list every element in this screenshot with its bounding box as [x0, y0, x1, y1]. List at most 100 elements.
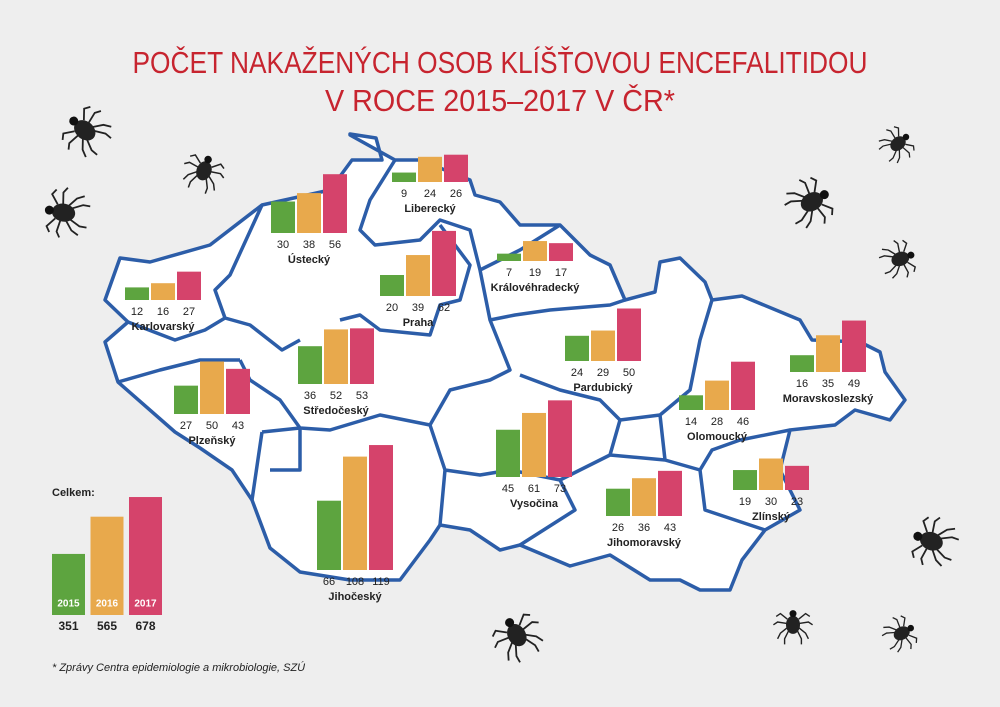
- region-name: Královéhradecký: [491, 282, 581, 294]
- year-label: 2015: [57, 599, 80, 610]
- bar: [548, 400, 572, 477]
- value-label: 62: [438, 302, 450, 314]
- value-label: 17: [555, 267, 567, 279]
- title-line: V ROCE 2015–2017 V ČR*: [325, 83, 675, 118]
- bar: [591, 330, 615, 361]
- value-label: 35: [822, 378, 834, 390]
- bar: [565, 335, 589, 361]
- value-label: 16: [157, 306, 169, 318]
- bar: [350, 328, 374, 384]
- value-label: 9: [401, 188, 407, 200]
- region-name: Vysočina: [510, 498, 559, 510]
- bar: [816, 335, 840, 372]
- value-label: 73: [554, 483, 566, 495]
- bar: [705, 380, 729, 410]
- bar: [271, 201, 295, 233]
- bar: [323, 174, 347, 233]
- value-label: 45: [502, 483, 514, 495]
- bar: [343, 456, 367, 570]
- bar: [759, 458, 783, 490]
- value-label: 56: [329, 239, 341, 251]
- bar: [790, 355, 814, 372]
- value-label: 49: [848, 378, 860, 390]
- bar: [200, 361, 224, 414]
- value-label: 27: [183, 306, 195, 318]
- bar: [632, 478, 656, 516]
- bar: [298, 346, 322, 384]
- bar: [549, 243, 573, 261]
- bar: [606, 488, 630, 516]
- bar: [522, 412, 546, 477]
- value-label: 29: [597, 367, 609, 379]
- value-label: 39: [412, 302, 424, 314]
- region-name: Plzeňský: [188, 435, 236, 447]
- total-label: Celkem:: [52, 487, 95, 499]
- bar: [496, 429, 520, 477]
- value-label: 52: [330, 390, 342, 402]
- value-label: 50: [206, 420, 218, 432]
- value-label: 26: [612, 522, 624, 534]
- value-label: 50: [623, 367, 635, 379]
- bar: [369, 445, 393, 570]
- bar: [406, 255, 430, 296]
- bar: [444, 154, 468, 182]
- bar: [523, 241, 547, 261]
- value-label: 24: [571, 367, 583, 379]
- value-label: 46: [737, 416, 749, 428]
- bar: [174, 385, 198, 414]
- value-label: 119: [372, 576, 390, 588]
- value-label: 43: [232, 420, 244, 432]
- value-label: 20: [386, 302, 398, 314]
- value-label: 26: [450, 188, 462, 200]
- bar: [297, 193, 321, 233]
- bar: [151, 283, 175, 300]
- total-value: 351: [58, 619, 78, 633]
- bar: [785, 465, 809, 490]
- value-label: 24: [424, 188, 436, 200]
- region-name: Karlovarský: [132, 321, 196, 333]
- region-name: Moravskoslezský: [783, 393, 874, 405]
- bar: [317, 500, 341, 570]
- total-value: 678: [135, 619, 155, 633]
- bar: [392, 172, 416, 182]
- region-name: Olomoucký: [687, 431, 748, 443]
- footnote: * Zprávy Centra epidemiologie a mikrobio…: [52, 661, 305, 674]
- bar: [226, 368, 250, 414]
- region-name: Jihomoravský: [607, 537, 682, 549]
- bar: [658, 470, 682, 516]
- bar: [731, 361, 755, 410]
- value-label: 19: [739, 496, 751, 508]
- value-label: 12: [131, 306, 143, 318]
- value-label: 27: [180, 420, 192, 432]
- year-label: 2017: [134, 599, 157, 610]
- bar: [380, 275, 404, 296]
- total-bar: [52, 553, 85, 615]
- total-bar: [129, 497, 162, 615]
- value-label: 30: [277, 239, 289, 251]
- region-name: Zlínský: [752, 511, 791, 523]
- value-label: 30: [765, 496, 777, 508]
- bar: [418, 156, 442, 182]
- value-label: 108: [346, 576, 364, 588]
- total-value: 565: [97, 619, 117, 633]
- region-name: Jihočeský: [328, 591, 382, 603]
- value-label: 16: [796, 378, 808, 390]
- value-label: 7: [506, 267, 512, 279]
- region-name: Pardubický: [573, 382, 633, 394]
- bar: [177, 271, 201, 300]
- value-label: 14: [685, 416, 697, 428]
- map: [103, 132, 907, 592]
- bar: [432, 230, 456, 296]
- total-bar: [90, 516, 124, 615]
- value-label: 23: [791, 496, 803, 508]
- bar: [125, 287, 149, 300]
- year-label: 2016: [96, 599, 119, 610]
- region-name: Středočeský: [303, 405, 369, 417]
- value-label: 19: [529, 267, 541, 279]
- value-label: 61: [528, 483, 540, 495]
- region-name: Ústecký: [288, 253, 331, 266]
- bar: [324, 329, 348, 384]
- value-label: 43: [664, 522, 676, 534]
- value-label: 28: [711, 416, 723, 428]
